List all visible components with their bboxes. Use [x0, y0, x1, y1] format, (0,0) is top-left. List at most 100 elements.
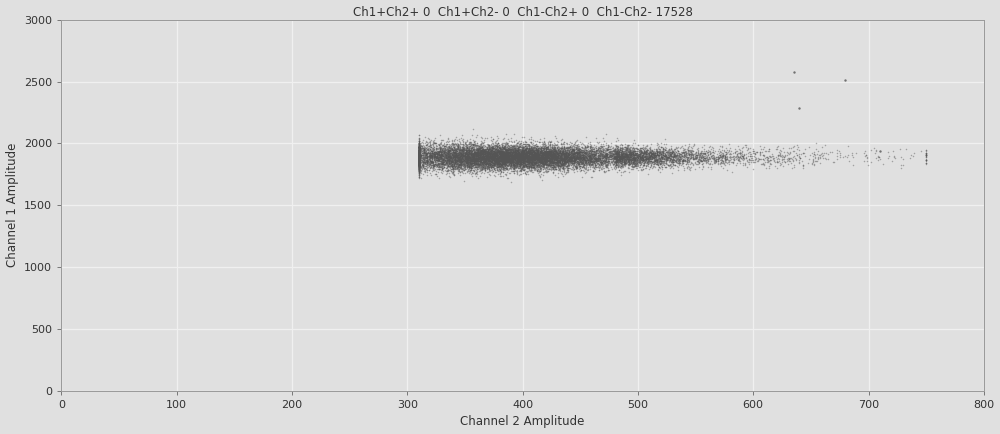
- Point: [473, 134, 489, 141]
- Point: [563, 154, 579, 161]
- Point: [895, 155, 911, 162]
- Point: [558, 163, 574, 170]
- Point: [426, 165, 442, 172]
- Point: [467, 149, 483, 156]
- Point: [509, 142, 525, 149]
- Point: [426, 137, 442, 144]
- Point: [411, 166, 427, 173]
- Point: [523, 152, 539, 159]
- Point: [615, 163, 631, 170]
- Point: [425, 137, 441, 144]
- Point: [459, 147, 475, 154]
- Point: [547, 152, 563, 159]
- Point: [605, 156, 621, 163]
- Point: [587, 151, 603, 158]
- Point: [502, 146, 518, 153]
- Point: [504, 158, 520, 164]
- Point: [544, 152, 560, 159]
- Point: [411, 157, 427, 164]
- Point: [783, 155, 799, 162]
- Point: [669, 158, 685, 165]
- Point: [552, 159, 568, 166]
- Point: [560, 161, 576, 168]
- Point: [633, 145, 649, 151]
- Point: [580, 155, 596, 162]
- Point: [411, 164, 427, 171]
- Point: [537, 145, 553, 151]
- Point: [541, 152, 557, 159]
- Point: [524, 159, 540, 166]
- Point: [413, 152, 429, 159]
- Point: [484, 150, 500, 157]
- Point: [609, 145, 625, 152]
- Point: [525, 155, 541, 162]
- Point: [529, 159, 545, 166]
- Point: [622, 156, 638, 163]
- Point: [456, 147, 472, 154]
- Point: [540, 161, 556, 168]
- Point: [427, 150, 443, 157]
- Point: [600, 144, 616, 151]
- Point: [624, 157, 640, 164]
- Point: [569, 154, 585, 161]
- Point: [527, 152, 543, 159]
- Point: [541, 154, 557, 161]
- Point: [411, 162, 427, 169]
- Point: [468, 153, 484, 160]
- Point: [468, 151, 484, 158]
- Point: [569, 141, 585, 148]
- Point: [486, 162, 502, 169]
- Point: [529, 159, 545, 166]
- Point: [482, 162, 498, 169]
- Point: [451, 155, 467, 162]
- Point: [621, 157, 637, 164]
- Point: [475, 161, 491, 168]
- Point: [645, 161, 661, 168]
- Point: [473, 157, 489, 164]
- Point: [421, 148, 437, 155]
- Point: [493, 148, 509, 155]
- Point: [560, 151, 576, 158]
- Point: [533, 150, 549, 157]
- Point: [465, 152, 481, 159]
- Point: [411, 156, 427, 163]
- Point: [539, 168, 555, 175]
- Point: [665, 158, 681, 165]
- Point: [482, 160, 498, 167]
- Point: [561, 149, 577, 156]
- Point: [505, 149, 521, 156]
- Point: [526, 149, 542, 156]
- Point: [622, 145, 638, 152]
- Point: [628, 161, 644, 168]
- Point: [624, 161, 640, 168]
- Point: [583, 161, 599, 168]
- Point: [508, 158, 524, 165]
- Point: [495, 151, 511, 158]
- Point: [420, 158, 436, 164]
- Point: [414, 142, 430, 149]
- Point: [444, 137, 460, 144]
- Point: [512, 151, 528, 158]
- Point: [731, 155, 747, 162]
- Point: [488, 159, 504, 166]
- Point: [521, 149, 537, 156]
- Point: [621, 160, 637, 167]
- Point: [577, 160, 593, 167]
- Point: [615, 154, 631, 161]
- Point: [411, 160, 427, 167]
- Point: [679, 154, 695, 161]
- Point: [505, 157, 521, 164]
- Point: [500, 156, 516, 163]
- Point: [474, 144, 490, 151]
- Point: [629, 154, 645, 161]
- Point: [492, 154, 508, 161]
- Point: [411, 148, 427, 155]
- Point: [501, 154, 517, 161]
- Point: [559, 150, 575, 157]
- Point: [518, 158, 534, 164]
- Point: [604, 166, 620, 173]
- Point: [548, 152, 564, 159]
- Point: [698, 154, 714, 161]
- Point: [511, 156, 527, 163]
- Point: [417, 158, 433, 165]
